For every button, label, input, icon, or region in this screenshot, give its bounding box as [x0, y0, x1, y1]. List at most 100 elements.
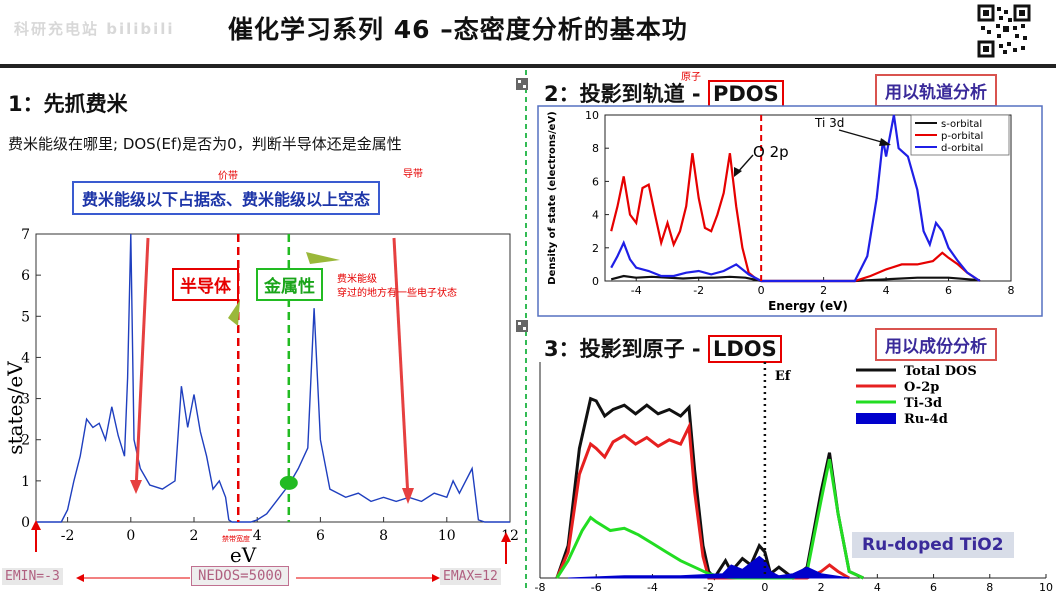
- conduction-band-label: 导带: [403, 169, 423, 180]
- series-line-Total DOS: [555, 396, 864, 581]
- series-line-s-orbital: [610, 274, 980, 283]
- x-tick-label: -8: [535, 581, 546, 594]
- slide-title: 催化学习系列 46 –态密度分析的基本功: [228, 15, 688, 44]
- green-pointer-arrow: [228, 300, 240, 326]
- valence-band-label: 价带: [218, 171, 238, 182]
- small-qr-icon: [516, 320, 528, 332]
- plot-frame: [35, 233, 511, 523]
- legend-swatch: [856, 413, 896, 424]
- ti-3d-annotation: Ti 3d: [814, 116, 844, 130]
- x-tick-label: 6: [316, 528, 325, 544]
- x-tick-label: 10: [438, 528, 456, 544]
- x-tick-label: 2: [818, 581, 825, 594]
- section3-title-boxed: LDOS: [707, 335, 782, 363]
- x-tick-label: 6: [945, 284, 952, 297]
- o-2p-pointer-head: [734, 167, 742, 177]
- x-axis-label: eV: [230, 543, 257, 567]
- metal-note-line2: 穿过的地方有一些电子状态: [337, 288, 457, 299]
- x-tick-label: 0: [761, 581, 768, 594]
- y-tick-label: 6: [592, 175, 599, 188]
- ti-3d-pointer: [838, 129, 886, 144]
- valence-arrow-head: [130, 480, 142, 494]
- section2-title-prefix: 2：投影到轨道 -: [544, 82, 708, 106]
- x-tick-label: 8: [986, 581, 993, 594]
- y-tick-label: 6: [21, 268, 30, 284]
- fermi-crossing-dot: [279, 475, 298, 490]
- header-divider: [0, 64, 1056, 68]
- x-tick-label: -2: [61, 528, 75, 544]
- emin-arrow-head: [31, 520, 41, 530]
- x-tick-label: 8: [1008, 284, 1015, 297]
- y-tick-label: 2: [21, 433, 30, 449]
- emax-param: EMAX=12: [440, 568, 501, 585]
- section1-question: 费米能级在哪里; DOS(Ef)是否为0，判断半导体还是金属性: [8, 135, 402, 153]
- y-axis-label: states/eV: [3, 361, 27, 455]
- semiconductor-label: 半导体: [172, 268, 239, 301]
- y-tick-label: 0: [592, 275, 599, 288]
- series-line-Ti-3d: [555, 458, 864, 580]
- y-tick-label: 0: [21, 515, 30, 531]
- nedos-left-arrow-head: [76, 574, 84, 582]
- band-gap-label: 禁带宽度: [222, 535, 250, 543]
- composition-analysis-label: 用以成份分析: [875, 328, 997, 361]
- series-area-Ru-4d: [568, 555, 850, 579]
- y-tick-label: 1: [21, 474, 30, 490]
- x-tick-label: 0: [758, 284, 765, 297]
- legend-label: d-orbital: [941, 143, 983, 154]
- x-tick-label: -6: [591, 581, 602, 594]
- conduction-arrow: [392, 237, 410, 499]
- emin-param: EMIN=-3: [2, 568, 63, 585]
- metal-label: 金属性: [256, 268, 323, 301]
- section3-title-prefix: 3：投影到原子 -: [544, 337, 708, 361]
- pdos-chart: 0 2 4 6 8 10 -4 -2 0 2 4 6 8 Energy (eV) Density of st…: [537, 105, 1043, 317]
- x-tick-label: -4: [647, 581, 658, 594]
- x-tick-label: 10: [1039, 581, 1053, 594]
- series-line-O-2p: [555, 421, 850, 580]
- section1-title: 1：先抓费米: [8, 92, 128, 116]
- nedos-param: NEDOS=5000: [191, 566, 290, 586]
- x-axis-label: Energy (eV): [768, 299, 848, 313]
- ti-3d-pointer-head: [879, 138, 891, 146]
- x-tick-label: -4: [631, 284, 642, 297]
- x-tick-label: 2: [190, 528, 199, 544]
- x-tick-label: 6: [930, 581, 937, 594]
- series-line-d-orbital: [610, 114, 981, 283]
- x-tick-label: -2: [703, 581, 714, 594]
- watermark-logo: 科研充电站 bilibili: [14, 20, 175, 38]
- y-tick-label: 8: [592, 142, 599, 155]
- section3-title: 3：投影到原子 - LDOS: [544, 333, 782, 363]
- x-tick-label: 2: [820, 284, 827, 297]
- legend-label: Ru-4d: [904, 412, 948, 427]
- qr-code-icon: [977, 4, 1031, 58]
- orbital-analysis-label: 用以轨道分析: [875, 74, 997, 107]
- legend-label: O-2p: [904, 380, 939, 395]
- green-pointer-arrow: [306, 252, 340, 264]
- x-tick-label: 0: [126, 528, 135, 544]
- o-2p-annotation: O 2p: [753, 143, 789, 161]
- occupied-states-note: 费米能级以下占据态、费米能级以上空态: [72, 181, 381, 215]
- x-tick-label: -2: [693, 284, 704, 297]
- metal-note-line1: 费米能级: [337, 274, 377, 285]
- section2-title: 2：投影到轨道 - PDOS: [544, 78, 784, 108]
- ru-doped-badge: Ru-doped TiO2: [852, 532, 1014, 558]
- legend-label: s-orbital: [941, 119, 982, 130]
- legend-label: Total DOS: [904, 364, 977, 379]
- legend-label: Ti-3d: [904, 396, 942, 411]
- y-tick-label: 3: [21, 392, 30, 408]
- x-tick-label: 4: [253, 528, 262, 544]
- nedos-right-arrow-head: [432, 574, 440, 582]
- x-tick-label: 8: [379, 528, 388, 544]
- atom-note: 原子: [681, 72, 701, 83]
- valence-arrow: [134, 237, 150, 491]
- series-line-p-orbital: [610, 153, 981, 283]
- x-tick-label: 4: [874, 581, 881, 594]
- section2-title-boxed: PDOS: [707, 80, 784, 108]
- slide-header: 科研充电站 bilibili 催化学习系列 46 –态密度分析的基本功: [0, 0, 1056, 62]
- legend-label: p-orbital: [941, 131, 983, 142]
- y-tick-label: 2: [592, 242, 599, 255]
- conduction-arrow-head: [402, 488, 414, 504]
- y-axis-label: Density of state (electrons/eV): [547, 111, 558, 284]
- small-qr-icon: [516, 78, 528, 90]
